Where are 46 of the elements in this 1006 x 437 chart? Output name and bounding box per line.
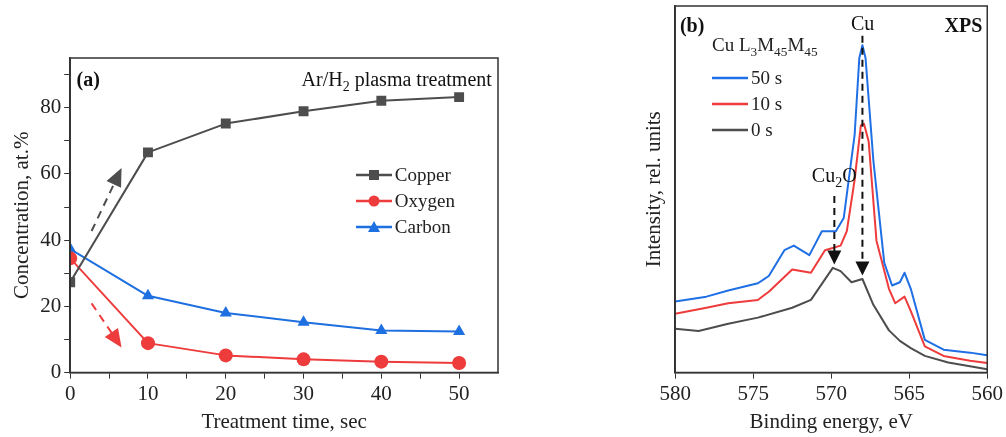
x-tick-label: 570: [815, 380, 847, 405]
y-tick-label: 80: [40, 94, 62, 119]
x-tick-label: 565: [893, 380, 925, 405]
point: [376, 95, 387, 106]
x-tick-label: 40: [370, 380, 392, 405]
y-tick-label: 60: [40, 160, 62, 185]
point: [220, 118, 231, 129]
y-axis-title: Intensity, rel. units: [641, 111, 666, 268]
legend-label: Carbon: [394, 215, 451, 239]
legend-title: Cu L$_{3}$M$_{45}$M$_{45}$: [712, 33, 818, 61]
point: [140, 336, 155, 351]
point: [296, 352, 311, 367]
y-axis-title: Concentration, at.%: [9, 131, 34, 299]
annotation: Ar/H$_{2}$ plasma treatment: [301, 68, 492, 97]
point: [297, 315, 310, 326]
x-axis-title: Binding energy, eV: [749, 408, 913, 433]
legend-label: 10 s: [751, 91, 783, 116]
text: (b): [679, 13, 705, 36]
y-tick-label: 0: [50, 359, 62, 384]
text: Cu: [850, 11, 875, 34]
x-axis-title: Treatment time, sec: [201, 408, 367, 433]
x-tick-label: 50: [448, 380, 470, 405]
y-tick-label: 20: [40, 292, 62, 317]
legend-label: Oxygen: [394, 189, 455, 213]
point: [298, 106, 309, 117]
point: [141, 288, 155, 300]
legend-label: 0 s: [751, 117, 773, 142]
legend-label: 50 s: [751, 65, 783, 90]
point: [374, 354, 389, 369]
x-tick-label: 580: [659, 380, 691, 405]
point: [218, 348, 233, 363]
point: [452, 356, 467, 370]
x-tick-label: 575: [737, 380, 769, 405]
y-tick-label: 40: [40, 226, 62, 251]
legend-label: Copper: [394, 163, 451, 187]
x-tick-label: 10: [137, 380, 159, 405]
point: [453, 324, 466, 336]
point: [454, 92, 465, 103]
point: [375, 323, 388, 335]
annotation: (a): [76, 68, 100, 91]
x-tick-label: 560: [971, 380, 1003, 405]
x-tick-label: 20: [215, 380, 237, 405]
text: XPS: [944, 13, 983, 36]
x-tick-label: 30: [293, 380, 315, 405]
point: [143, 147, 153, 158]
point: [219, 305, 232, 317]
